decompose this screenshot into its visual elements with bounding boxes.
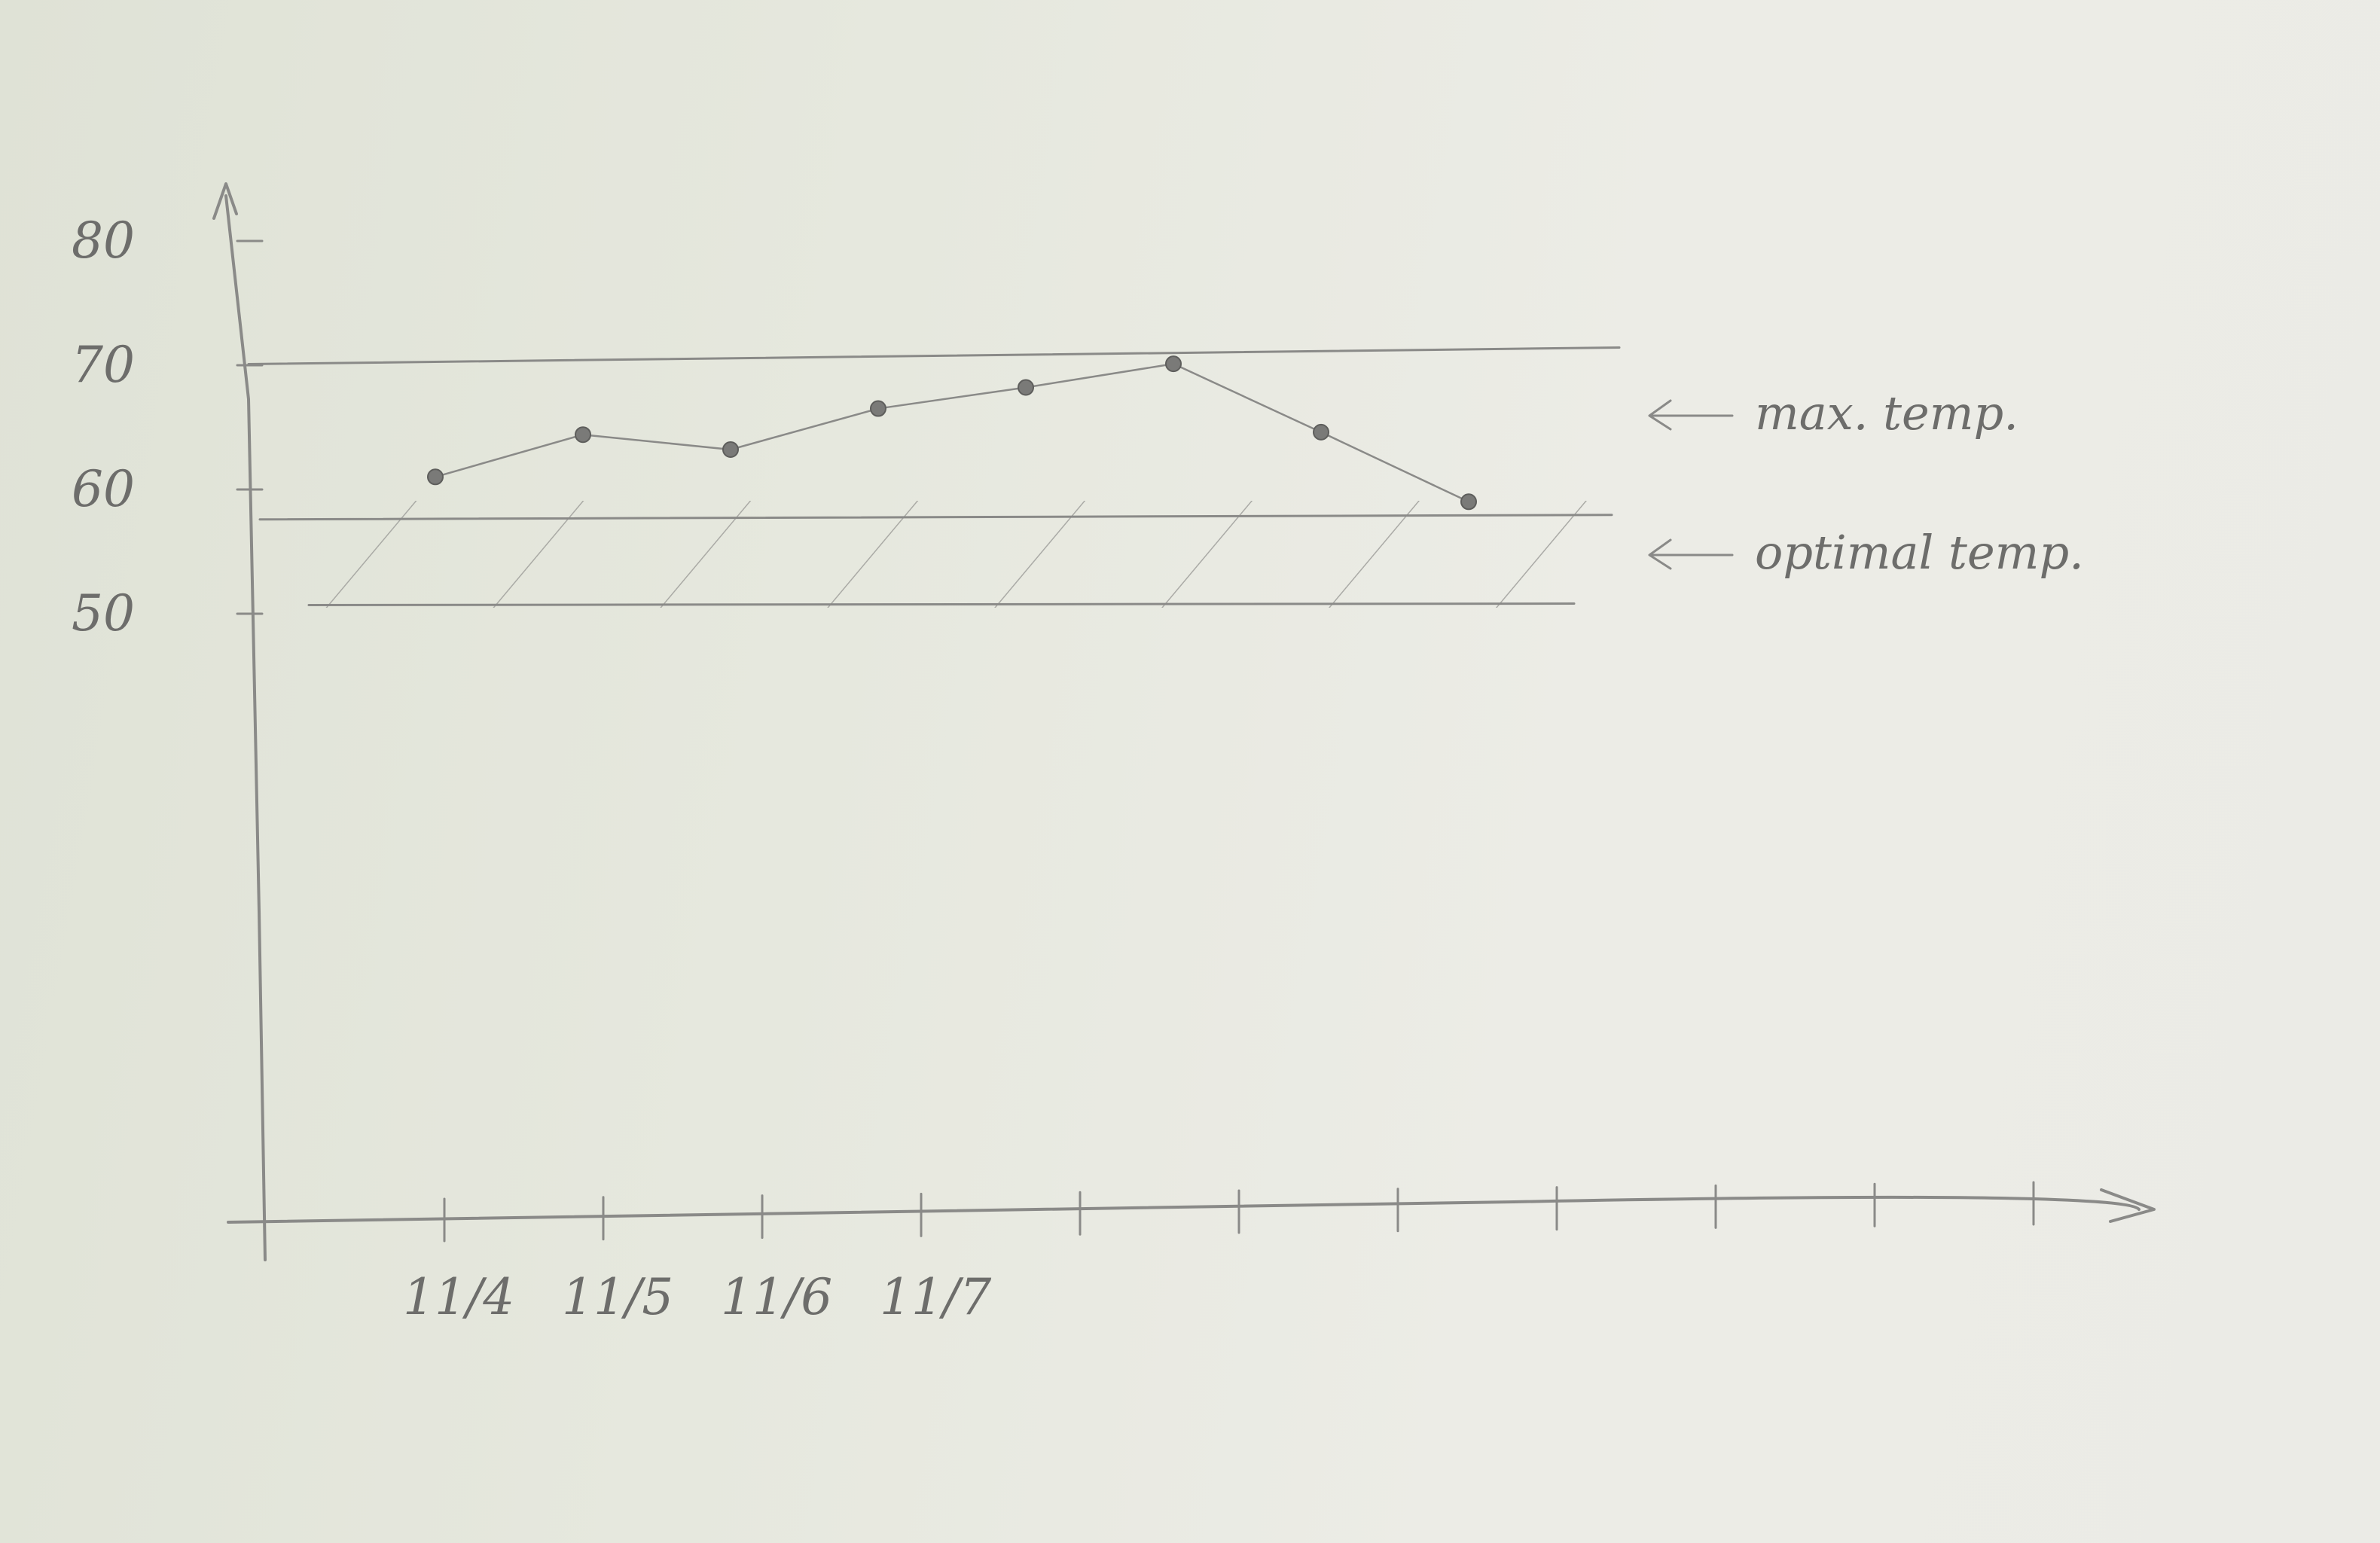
x-tick-label: 11/5 [562, 1268, 673, 1326]
x-tick-label: 11/7 [880, 1268, 991, 1326]
data-point [1018, 379, 1034, 396]
data-point [1460, 493, 1477, 511]
max-temp-arrow-icon [1648, 399, 1734, 431]
optimal-band-bottom-line [307, 602, 1576, 606]
data-point [1313, 423, 1329, 441]
data-point [575, 426, 591, 444]
data-point [722, 441, 739, 458]
y-tick-label: 70 [72, 336, 135, 394]
y-tick-label: 50 [72, 584, 135, 642]
optimal-band-top-line [258, 514, 1613, 521]
y-tick-label: 80 [72, 212, 135, 270]
x-tick-label: 11/4 [403, 1268, 514, 1326]
optimal-temp-label: optimal temp. [1755, 525, 2084, 580]
y-tick-label: 60 [72, 460, 135, 518]
data-point [870, 400, 886, 417]
max-temp-line [247, 346, 1621, 365]
max-temp-label: max. temp. [1755, 386, 2018, 441]
series-line [434, 362, 1470, 503]
data-point [427, 468, 444, 486]
optimal-temp-arrow-icon [1648, 538, 1734, 570]
x-axis [227, 1195, 2140, 1224]
data-point [1165, 355, 1182, 373]
y-axis [224, 194, 267, 1261]
x-axis-arrow-icon [2100, 1188, 2156, 1223]
x-tick-label: 11/6 [721, 1268, 832, 1326]
y-axis-arrow-icon [212, 182, 238, 220]
